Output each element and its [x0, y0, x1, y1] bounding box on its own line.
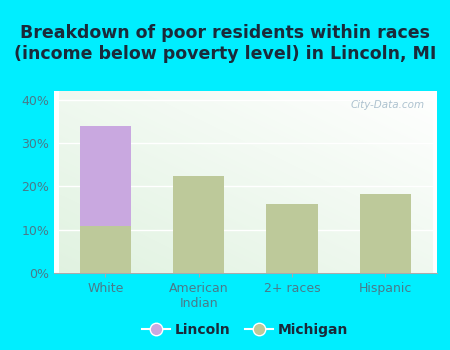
Bar	[266, 204, 318, 273]
Bar	[80, 226, 131, 273]
Bar	[360, 194, 411, 273]
Text: City-Data.com: City-Data.com	[351, 100, 425, 110]
Bar	[80, 126, 131, 273]
Bar	[173, 175, 224, 273]
Text: Breakdown of poor residents within races
(income below poverty level) in Lincoln: Breakdown of poor residents within races…	[14, 25, 436, 63]
Legend: Lincoln, Michigan: Lincoln, Michigan	[136, 317, 354, 343]
